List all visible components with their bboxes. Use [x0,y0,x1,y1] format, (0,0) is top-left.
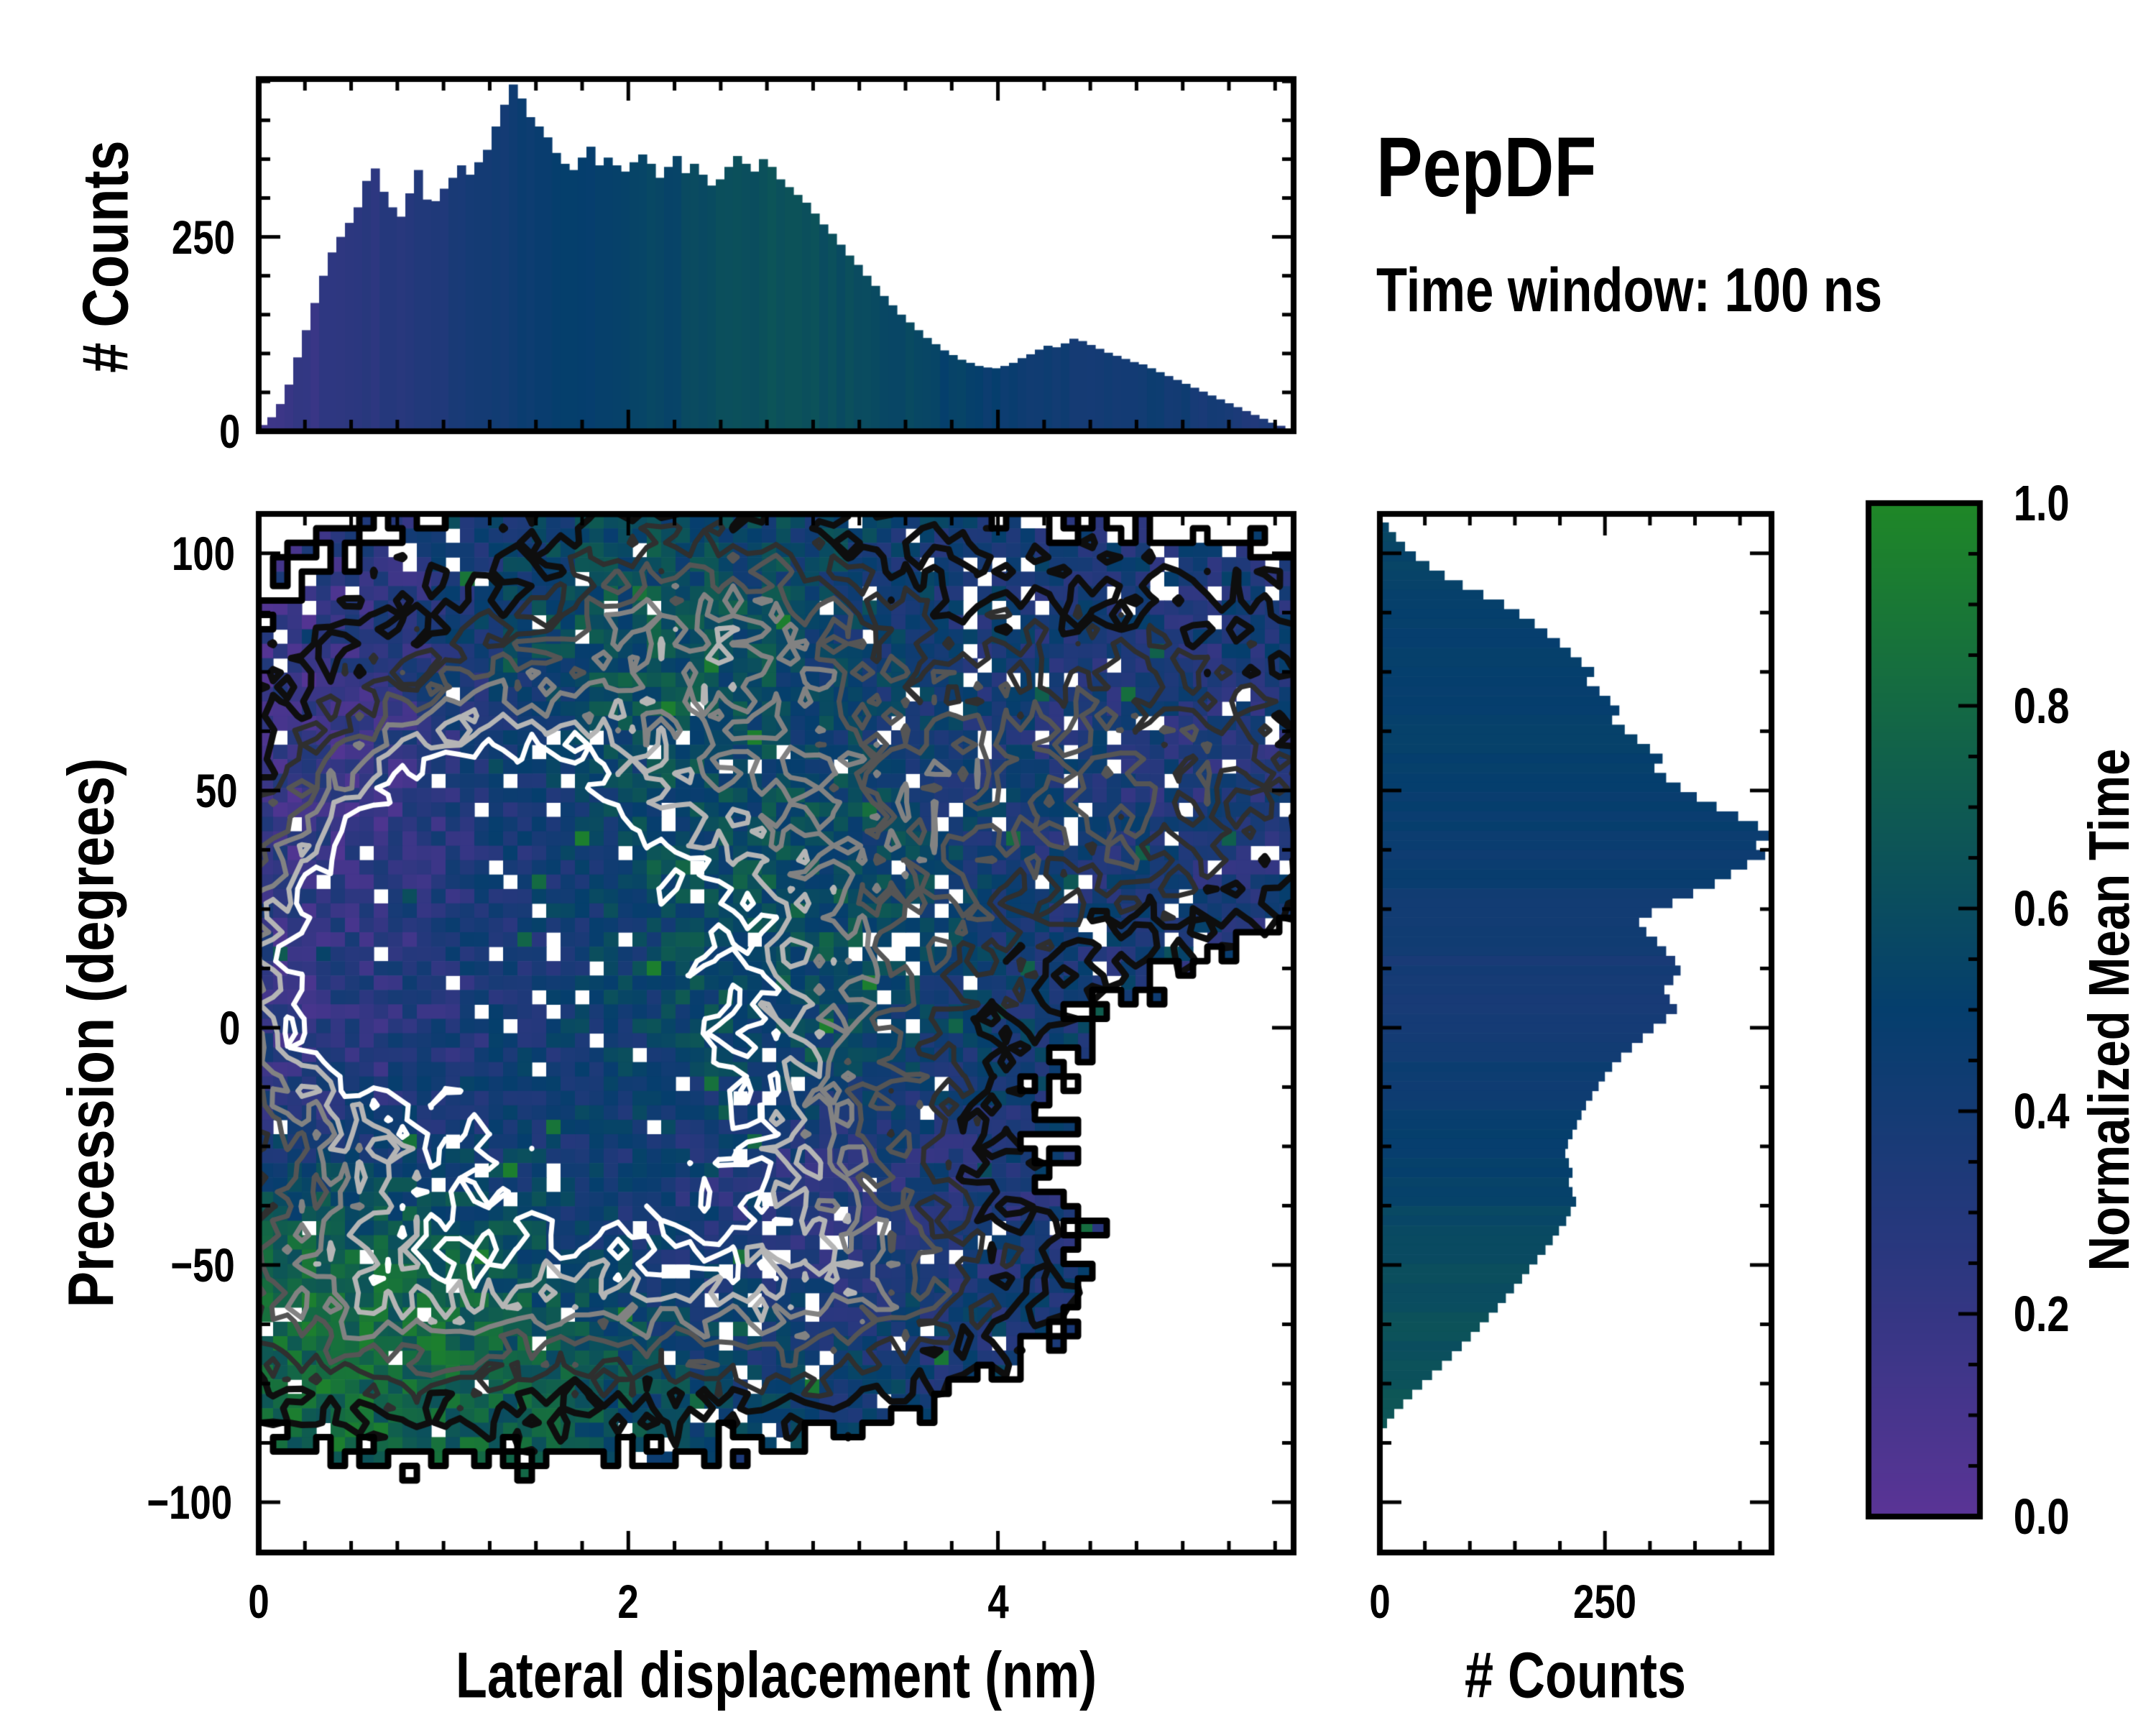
figure-canvas [0,0,2156,1725]
joint-distribution-figure: PepDF Time window: 100 ns # Counts Prece… [0,0,2156,1725]
